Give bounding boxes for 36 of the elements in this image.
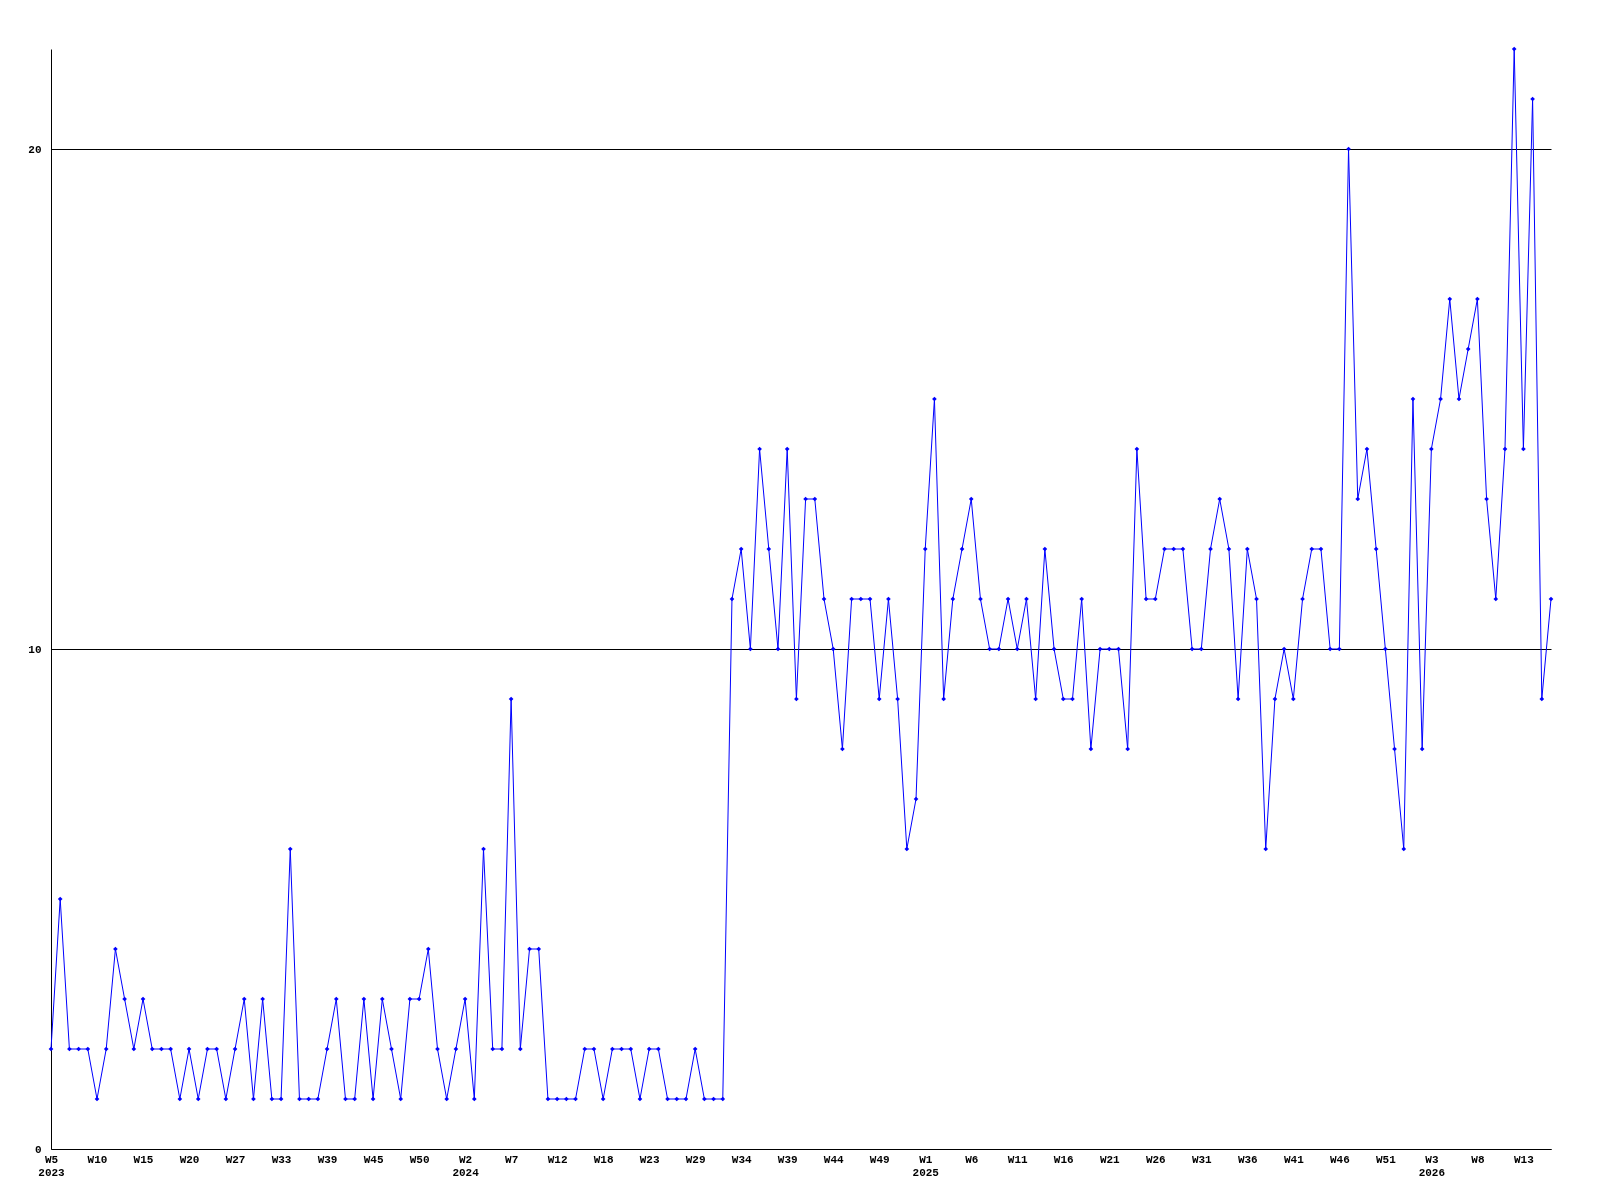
x-tick-label: W51 [1375, 1153, 1397, 1166]
x-tick-label: W10 [87, 1153, 108, 1166]
y-tick-label: 10 [28, 643, 42, 656]
x-tick-label: W44 [823, 1153, 844, 1166]
x-tick-label: W2 2024 [452, 1153, 480, 1179]
x-tick-label: W33 [271, 1153, 292, 1166]
x-tick-label: W13 [1513, 1153, 1535, 1166]
x-tick-label: W3 2026 [1418, 1153, 1446, 1179]
y-tick-label: 20 [28, 143, 42, 156]
x-tick-label: W26 [1145, 1153, 1166, 1166]
x-tick-label: W6 [965, 1153, 979, 1166]
x-tick-label: W49 [869, 1153, 890, 1166]
x-tick-label: W20 [179, 1153, 200, 1166]
x-tick-label: W50 [409, 1153, 430, 1166]
x-tick-label: W16 [1053, 1153, 1074, 1166]
x-tick-label: W39 [317, 1153, 338, 1166]
x-tick-label: W34 [731, 1153, 752, 1166]
x-tick-label: W46 [1329, 1153, 1350, 1166]
x-tick-label: W31 [1191, 1153, 1213, 1166]
y-tick-label: 0 [34, 1143, 42, 1156]
x-tick-label: W12 [547, 1153, 568, 1166]
x-tick-label: W7 [505, 1153, 519, 1166]
x-tick-label: W11 [1007, 1153, 1029, 1166]
x-tick-label: W21 [1099, 1153, 1121, 1166]
x-tick-label: W23 [639, 1153, 660, 1166]
x-tick-label: W36 [1237, 1153, 1258, 1166]
x-tick-label: W41 [1283, 1153, 1305, 1166]
x-tick-label: W29 [685, 1153, 706, 1166]
x-tick-label: W8 [1471, 1153, 1485, 1166]
x-tick-label: W15 [133, 1153, 154, 1166]
x-tick-label: W45 [363, 1153, 384, 1166]
x-tick-label: W1 2025 [912, 1153, 940, 1179]
x-tick-label: W18 [593, 1153, 614, 1166]
x-tick-label: W39 [777, 1153, 798, 1166]
x-tick-label: W27 [225, 1153, 246, 1166]
x-tick-label: W5 2023 [38, 1153, 66, 1179]
